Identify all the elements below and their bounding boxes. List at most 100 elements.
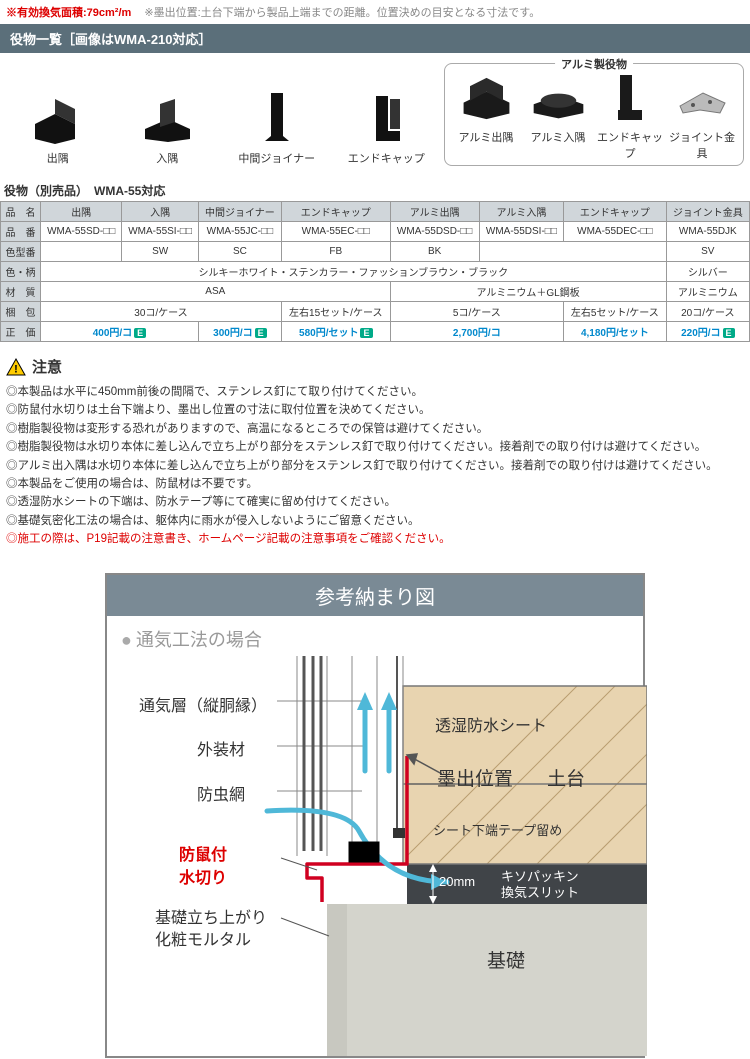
table-cell: WMA-55DSI-□□ <box>479 222 563 242</box>
product-label: 入隅 <box>156 150 178 166</box>
lbl-gaiso: 外装材 <box>197 736 245 760</box>
diagram-subtitle: 通気工法の場合 <box>107 616 643 656</box>
table-cell: 30コ/ケース <box>41 302 282 322</box>
table-cell: WMA-55DEC-□□ <box>564 222 667 242</box>
aluminum-title: アルミ製役物 <box>555 56 633 72</box>
table-price-cell: 580円/セットE <box>281 322 390 342</box>
table-cell: FB <box>281 242 390 262</box>
table-price-cell: 220円/コE <box>666 322 749 342</box>
product-label: ジョイント金具 <box>669 129 735 161</box>
product-item: エンドキャップ <box>335 91 439 166</box>
table-cell: WMA-55EC-□□ <box>281 222 390 242</box>
table-cell <box>41 242 122 262</box>
lbl-kiso: 基礎 <box>487 946 525 973</box>
table-col-head: アルミ入隅 <box>479 202 563 222</box>
warning-item: ◎アルミ出入隅は水切り本体に差し込んで立ち上がり部分をステンレス釘で取り付けてく… <box>6 457 744 475</box>
table-cell: SC <box>198 242 281 262</box>
lbl-sumidashi: 墨出位置 <box>437 764 513 791</box>
diagram-title: 参考納まり図 <box>107 575 643 616</box>
effective-vent-area: ※有効換気面積:79cm²/m <box>6 7 131 19</box>
reference-diagram: 参考納まり図 通気工法の場合 <box>105 573 645 1058</box>
product-label: アルミ出隅 <box>459 129 514 145</box>
table-price-cell: 300円/コE <box>198 322 281 342</box>
table-col-head: エンドキャップ <box>564 202 667 222</box>
warning-title: 注意 <box>32 356 62 377</box>
product-shape-icon <box>359 91 414 146</box>
product-shape-icon <box>30 91 85 146</box>
lbl-bochu: 防虫網 <box>197 781 245 805</box>
lbl-dodai: 土台 <box>547 764 585 791</box>
aluminum-box: アルミ製役物アルミ出隅アルミ入隅エンドキャップジョイント金具 <box>444 63 744 166</box>
lbl-sheet: シート下端テープ留め <box>433 820 562 839</box>
table-cell: WMA-55DSD-□□ <box>390 222 479 242</box>
lbl-tsuuki: 通気層（縦胴縁） <box>139 692 267 716</box>
product-item: ジョイント金具 <box>669 70 735 161</box>
table-col-head: ジョイント金具 <box>666 202 749 222</box>
table-row-head: 材 質 <box>1 282 41 302</box>
lbl-20mm: 20mm <box>439 874 475 889</box>
product-item: 入隅 <box>116 91 220 166</box>
lbl-mizukiri: 水切り <box>179 864 227 888</box>
spec-table: 品 名出隅入隅中間ジョイナーエンドキャップアルミ出隅アルミ入隅エンドキャップジョ… <box>0 201 750 342</box>
table-cell: WMA-55SI-□□ <box>122 222 199 242</box>
product-label: エンドキャップ <box>597 129 663 161</box>
lbl-boso: 防鼠付 <box>179 841 227 865</box>
warning-section: ! 注意 ◎本製品は水平に450mm前後の間隔で、ステンレス釘にて取り付けてくだ… <box>0 342 750 555</box>
header-note: ※有効換気面積:79cm²/m ※墨出位置:土台下端から製品上端までの距離。位置… <box>0 0 750 24</box>
badge-e: E <box>134 328 146 338</box>
product-shape-icon <box>675 70 730 125</box>
product-shape-icon <box>140 91 195 146</box>
table-row-head: 色・柄 <box>1 262 41 282</box>
product-shape-icon <box>249 91 304 146</box>
table-price-cell: 400円/コE <box>41 322 199 342</box>
table-cell: アルミニウム＋GL鋼板 <box>390 282 666 302</box>
table-col-head: 出隅 <box>41 202 122 222</box>
table-cell: 20コ/ケース <box>666 302 749 322</box>
warning-item: ◎透湿防水シートの下端は、防水テープ等にて確実に留め付けてください。 <box>6 493 744 511</box>
lbl-kanki: 換気スリット <box>501 882 579 901</box>
badge-e: E <box>723 328 735 338</box>
table-cell: WMA-55DJK <box>666 222 749 242</box>
product-shape-icon <box>603 70 658 125</box>
warning-item: ◎本製品をご使用の場合は、防鼠材は不要です。 <box>6 475 744 493</box>
warning-item: ◎樹脂製役物は変形する恐れがありますので、高温になるところでの保管は避けてくださ… <box>6 420 744 438</box>
table-price-cell: 4,180円/セット <box>564 322 667 342</box>
table-cell: SV <box>666 242 749 262</box>
table-cell: ASA <box>41 282 391 302</box>
table-col-head: アルミ出隅 <box>390 202 479 222</box>
badge-e: E <box>360 328 372 338</box>
table-title: 役物（別売品） WMA-55対応 <box>0 176 750 201</box>
table-row-head: 梱 包 <box>1 302 41 322</box>
table-price-cell: 2,700円/コ <box>390 322 564 342</box>
badge-e: E <box>255 328 267 338</box>
table-cell: シルキーホワイト・ステンカラー・ファッションブラウン・ブラック <box>41 262 667 282</box>
table-col-head: 中間ジョイナー <box>198 202 281 222</box>
warning-item: ◎基礎気密化工法の場合は、躯体内に雨水が侵入しないようにご留意ください。 <box>6 512 744 530</box>
table-row-head: 品 番 <box>1 222 41 242</box>
warning-icon: ! <box>6 358 26 376</box>
lbl-toshitsu: 透湿防水シート <box>435 712 547 736</box>
lbl-keshou: 化粧モルタル <box>155 926 251 950</box>
diagram-body: 通気層（縦胴縁） 外装材 防虫網 防鼠付 水切り 基礎立ち上がり 化粧モルタル … <box>107 656 643 1056</box>
table-cell: BK <box>390 242 479 262</box>
table-row-head: 正 価 <box>1 322 41 342</box>
warning-item: ◎本製品は水平に450mm前後の間隔で、ステンレス釘にて取り付けてください。 <box>6 383 744 401</box>
table-cell: シルバー <box>666 262 749 282</box>
products-row: 出隅入隅中間ジョイナーエンドキャップアルミ製役物アルミ出隅アルミ入隅エンドキャッ… <box>0 53 750 176</box>
product-item: 出隅 <box>6 91 110 166</box>
product-label: 出隅 <box>47 150 69 166</box>
table-row-head: 品 名 <box>1 202 41 222</box>
table-cell: SW <box>122 242 199 262</box>
table-cell: 左右5セット/ケース <box>564 302 667 322</box>
table-col-head: 入隅 <box>122 202 199 222</box>
warning-list: ◎本製品は水平に450mm前後の間隔で、ステンレス釘にて取り付けてください。◎防… <box>6 383 744 549</box>
svg-text:!: ! <box>14 363 18 375</box>
header-subnote: ※墨出位置:土台下端から製品上端までの距離。位置決めの目安となる寸法です。 <box>144 7 540 19</box>
warning-item: ◎樹脂製役物は水切り本体に差し込んで立ち上がり部分をステンレス釘で取り付けてくだ… <box>6 438 744 456</box>
table-cell: WMA-55JC-□□ <box>198 222 281 242</box>
section-title: 役物一覧［画像はWMA-210対応］ <box>0 24 750 53</box>
table-col-head: エンドキャップ <box>281 202 390 222</box>
lbl-kiso-tachi: 基礎立ち上がり <box>155 904 267 928</box>
product-shape-icon <box>459 70 514 125</box>
product-item: アルミ入隅 <box>525 70 591 161</box>
